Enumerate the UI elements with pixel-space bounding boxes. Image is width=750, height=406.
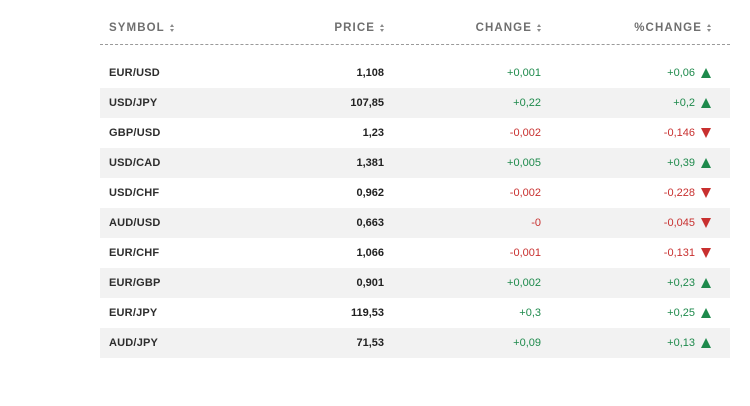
change-cell: -0,002 — [509, 187, 541, 199]
symbol-column-header[interactable]: SYMBOL — [100, 22, 260, 34]
pct-change-cell: +0,23 — [541, 277, 711, 289]
table-row[interactable]: USD/CAD 1,381 +0,005 +0,39 — [100, 148, 730, 178]
pct-change-value: -0,045 — [663, 217, 695, 229]
change-cell: -0,002 — [509, 127, 541, 139]
pct-change-cell: -0,146 — [541, 127, 711, 139]
sort-icon[interactable] — [707, 24, 711, 32]
pct-change-value: -0,228 — [663, 187, 695, 199]
table-row[interactable]: USD/JPY 107,85 +0,22 +0,2 — [100, 88, 730, 118]
change-cell: +0,22 — [513, 97, 541, 109]
table-header: SYMBOL PRICE CHANGE %CHANGE — [100, 12, 730, 45]
change-cell: +0,005 — [507, 157, 541, 169]
price-cell: 0,962 — [356, 187, 384, 199]
symbol-cell[interactable]: USD/CHF — [109, 187, 160, 199]
arrow-down-icon — [701, 218, 711, 228]
pct-change-cell: +0,25 — [541, 307, 711, 319]
price-cell: 1,381 — [356, 157, 384, 169]
pct-change-value: +0,39 — [667, 157, 695, 169]
price-header-label: PRICE — [334, 22, 375, 34]
change-cell: +0,002 — [507, 277, 541, 289]
table-row[interactable]: EUR/GBP 0,901 +0,002 +0,23 — [100, 268, 730, 298]
price-cell: 0,901 — [356, 277, 384, 289]
pct-change-value: -0,146 — [663, 127, 695, 139]
pct-change-value: -0,131 — [663, 247, 695, 259]
arrow-up-icon — [701, 68, 711, 78]
pct-change-cell: -0,131 — [541, 247, 711, 259]
price-cell: 1,066 — [356, 247, 384, 259]
price-cell: 0,663 — [356, 217, 384, 229]
table-row[interactable]: EUR/USD 1,108 +0,001 +0,06 — [100, 58, 730, 88]
pct-change-value: +0,25 — [667, 307, 695, 319]
arrow-up-icon — [701, 308, 711, 318]
pct-change-cell: -0,228 — [541, 187, 711, 199]
currency-table: SYMBOL PRICE CHANGE %CHANGE EUR/USD 1,108… — [100, 12, 730, 358]
symbol-cell[interactable]: GBP/USD — [109, 127, 161, 139]
change-cell: -0 — [531, 217, 541, 229]
arrow-up-icon — [701, 338, 711, 348]
change-cell: +0,001 — [507, 67, 541, 79]
price-cell: 1,108 — [356, 67, 384, 79]
price-cell: 71,53 — [356, 337, 384, 349]
symbol-cell[interactable]: USD/JPY — [109, 97, 158, 109]
table-row[interactable]: AUD/USD 0,663 -0 -0,045 — [100, 208, 730, 238]
symbol-cell[interactable]: EUR/GBP — [109, 277, 161, 289]
table-row[interactable]: GBP/USD 1,23 -0,002 -0,146 — [100, 118, 730, 148]
pct-change-column-header[interactable]: %CHANGE — [541, 22, 711, 34]
pct-change-cell: +0,06 — [541, 67, 711, 79]
pct-change-value: +0,2 — [673, 97, 695, 109]
price-cell: 119,53 — [350, 307, 384, 319]
table-row[interactable]: USD/CHF 0,962 -0,002 -0,228 — [100, 178, 730, 208]
pct-change-value: +0,06 — [667, 67, 695, 79]
price-cell: 107,85 — [350, 97, 384, 109]
table-row[interactable]: EUR/CHF 1,066 -0,001 -0,131 — [100, 238, 730, 268]
symbol-cell[interactable]: AUD/USD — [109, 217, 161, 229]
change-cell: -0,001 — [509, 247, 541, 259]
table-row[interactable]: AUD/JPY 71,53 +0,09 +0,13 — [100, 328, 730, 358]
pct-change-value: +0,13 — [667, 337, 695, 349]
sort-icon[interactable] — [380, 24, 384, 32]
symbol-header-label: SYMBOL — [109, 22, 165, 34]
arrow-down-icon — [701, 188, 711, 198]
symbol-cell[interactable]: EUR/JPY — [109, 307, 158, 319]
symbol-cell[interactable]: USD/CAD — [109, 157, 161, 169]
pct-change-cell: +0,39 — [541, 157, 711, 169]
arrow-up-icon — [701, 158, 711, 168]
price-cell: 1,23 — [362, 127, 384, 139]
pct-change-cell: +0,2 — [541, 97, 711, 109]
price-column-header[interactable]: PRICE — [260, 22, 384, 34]
pct-change-cell: -0,045 — [541, 217, 711, 229]
symbol-cell[interactable]: EUR/USD — [109, 67, 160, 79]
table-row[interactable]: EUR/JPY 119,53 +0,3 +0,25 — [100, 298, 730, 328]
arrow-up-icon — [701, 98, 711, 108]
change-header-label: CHANGE — [475, 22, 532, 34]
table-body: EUR/USD 1,108 +0,001 +0,06 USD/JPY 107,85 +0,2… — [100, 58, 730, 358]
pct-change-cell: +0,13 — [541, 337, 711, 349]
symbol-cell[interactable]: EUR/CHF — [109, 247, 160, 259]
arrow-down-icon — [701, 128, 711, 138]
symbol-cell[interactable]: AUD/JPY — [109, 337, 159, 349]
change-cell: +0,3 — [519, 307, 541, 319]
sort-icon[interactable] — [537, 24, 541, 32]
change-cell: +0,09 — [513, 337, 541, 349]
change-column-header[interactable]: CHANGE — [384, 22, 541, 34]
arrow-down-icon — [701, 248, 711, 258]
arrow-up-icon — [701, 278, 711, 288]
sort-icon[interactable] — [169, 24, 174, 32]
pct-change-header-label: %CHANGE — [634, 22, 702, 34]
pct-change-value: +0,23 — [667, 277, 695, 289]
